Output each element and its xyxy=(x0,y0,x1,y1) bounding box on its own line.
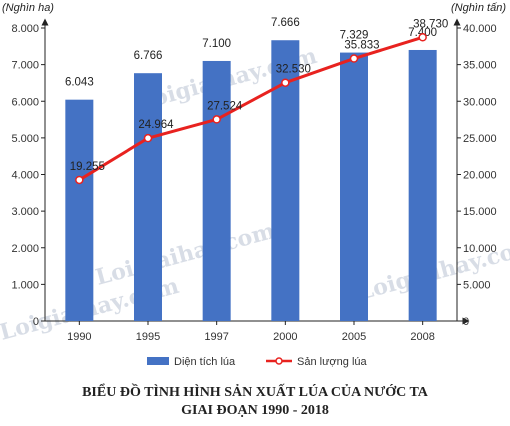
left-tick-label: 6.000 xyxy=(11,96,39,108)
line-point xyxy=(281,78,290,87)
bars xyxy=(65,40,437,322)
left-tick-label: 5.000 xyxy=(11,133,39,145)
right-tick-label: 0 xyxy=(463,316,469,328)
bar xyxy=(65,99,94,321)
line-point xyxy=(143,133,153,143)
line-data-label: 35.833 xyxy=(344,40,379,52)
right-tick-label: 10.000 xyxy=(463,243,497,255)
chart-title-line-2: GIAI ĐOẠN 1990 - 2018 xyxy=(181,403,329,418)
production-line xyxy=(78,35,424,182)
right-tick-label: 40.000 xyxy=(463,23,497,35)
right-tick-label: 15.000 xyxy=(463,206,497,218)
bar xyxy=(408,49,437,321)
right-tick-label: 5.000 xyxy=(463,279,491,291)
bar-data-label: 7.400 xyxy=(408,27,437,39)
legend: Diện tích lúa Sản lượng lúa xyxy=(147,356,368,368)
x-tick-label: 1995 xyxy=(136,331,160,343)
line-point xyxy=(212,115,221,124)
line-point xyxy=(75,175,84,185)
bar-data-label: 7.666 xyxy=(271,17,300,29)
line-labels: 19.255 24.964 27.524 32.530 35.833 38.730 xyxy=(70,18,449,173)
x-tick-label: 2000 xyxy=(273,331,297,343)
legend-line-label: Sản lượng lúa xyxy=(297,356,368,368)
line-point xyxy=(418,33,427,42)
x-tick-label: 2008 xyxy=(410,331,434,343)
left-tick-label: 1.000 xyxy=(11,279,39,291)
legend-line-marker xyxy=(275,357,283,365)
left-axis-unit: (Nghìn ha) xyxy=(2,2,54,14)
legend-bar-label: Diện tích lúa xyxy=(174,356,236,368)
chart-title-line-1: BIỂU ĐỒ TÌNH HÌNH SẢN XUẤT LÚA CỦA NƯỚC … xyxy=(82,382,429,400)
bar-data-label: 7.329 xyxy=(340,30,369,42)
right-axis-unit: (Nghìn tấn) xyxy=(451,2,506,14)
line-data-label: 19.255 xyxy=(70,161,105,173)
bar xyxy=(134,73,162,321)
x-tick-label: 2005 xyxy=(342,331,366,343)
bar xyxy=(202,60,231,322)
legend-bar-swatch xyxy=(147,357,169,365)
bar xyxy=(340,52,368,321)
right-tick-label: 20.000 xyxy=(463,170,497,182)
line-layer xyxy=(75,33,427,185)
left-tick-label: 3.000 xyxy=(11,206,39,218)
axes: 0 1.000 2.000 3.000 4.000 5.000 6.000 7.000 8.00… xyxy=(11,18,497,328)
right-tick-label: 35.000 xyxy=(463,60,497,72)
left-tick-label: 7.000 xyxy=(11,60,39,72)
line-data-label: 24.964 xyxy=(138,119,174,131)
left-tick-label: 2.000 xyxy=(11,243,39,255)
line-data-label: 32.530 xyxy=(276,64,311,76)
left-tick-label: 0 xyxy=(33,316,39,328)
bar-data-label: 7.100 xyxy=(202,38,231,50)
left-tick-label: 8.000 xyxy=(11,23,39,35)
watermark-2: Loigiaihay.com xyxy=(93,218,278,291)
line-data-label: 38.730 xyxy=(413,18,448,30)
x-tick-labels: 1990 1995 1997 2000 2005 2008 xyxy=(67,321,435,343)
x-tick-label: 1990 xyxy=(67,331,91,343)
right-tick-label: 30.000 xyxy=(463,96,497,108)
left-tick-label: 4.000 xyxy=(11,170,39,182)
bar-data-label: 6.043 xyxy=(65,77,94,89)
line-point xyxy=(349,54,359,63)
bar-data-label: 6.766 xyxy=(134,50,163,62)
x-tick-label: 1997 xyxy=(204,331,228,343)
bar-labels: 6.043 6.766 7.100 7.666 7.329 7.400 xyxy=(65,17,437,88)
line-data-label: 27.524 xyxy=(207,100,243,112)
right-tick-label: 25.000 xyxy=(463,133,497,145)
